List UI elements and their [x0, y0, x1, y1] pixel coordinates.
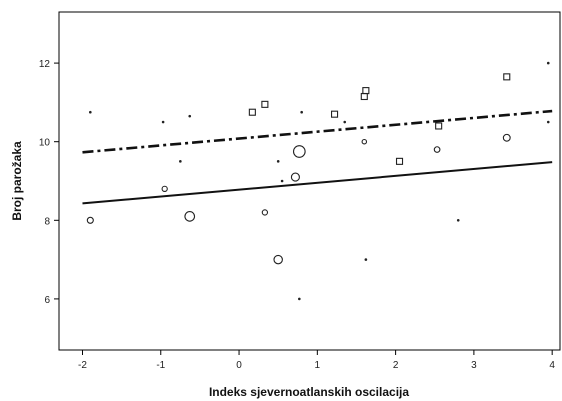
x-tick-label: 0 [236, 360, 242, 371]
square-point [503, 73, 511, 81]
dot-point [89, 110, 92, 114]
x-tick-label: -1 [156, 360, 165, 371]
x-tick-label: 1 [315, 360, 321, 371]
regression-lines [82, 109, 553, 205]
circle-point [292, 145, 306, 158]
solid-trend-line [82, 161, 553, 205]
circle-point [433, 146, 441, 153]
dot-point [546, 120, 550, 124]
x-tick-label: -2 [78, 360, 87, 371]
square-point [435, 122, 443, 130]
dot-point [188, 114, 192, 118]
dot-point [276, 160, 280, 163]
y-tick-label: 6 [44, 295, 50, 306]
x-tick-label: 2 [393, 360, 399, 371]
y-axis-label: Broj parožaka [10, 141, 24, 221]
circle-point [502, 133, 511, 142]
circle-point [184, 211, 196, 222]
dot-point [364, 258, 368, 261]
y-tick-label: 8 [44, 216, 50, 227]
circle-point [273, 254, 283, 265]
x-tick-label: 3 [471, 360, 477, 371]
circle-point [86, 216, 94, 224]
x-tick-label: 4 [549, 360, 555, 371]
y-tick-label: 10 [39, 138, 51, 149]
circle-point [261, 209, 269, 216]
plot-frame [58, 11, 561, 351]
y-tick-label: 12 [39, 59, 51, 70]
circle-point [361, 138, 368, 145]
dash-dot-trend-line [82, 109, 553, 154]
square-point [395, 157, 404, 165]
dot-point [179, 160, 182, 163]
dot-point [343, 120, 347, 124]
x-axis-label: Indeks sjevernoatlanskih oscilacija [209, 385, 409, 399]
square-point [261, 100, 269, 108]
dot-point [546, 61, 550, 65]
dot-point [300, 110, 303, 114]
square-point [248, 108, 256, 116]
dot-point [298, 297, 301, 301]
x-axis-ticks: -2 -1 0 1 2 3 4 [78, 350, 555, 371]
square-point [360, 92, 368, 101]
data-points [86, 61, 550, 301]
dot-point [456, 219, 460, 222]
circle-point [161, 185, 168, 193]
circle-point [290, 172, 300, 182]
dot-point [280, 179, 284, 183]
square-point [330, 110, 339, 118]
y-axis-ticks: 6 8 10 12 [39, 59, 59, 306]
dot-point [161, 120, 165, 124]
square-point [362, 87, 370, 95]
